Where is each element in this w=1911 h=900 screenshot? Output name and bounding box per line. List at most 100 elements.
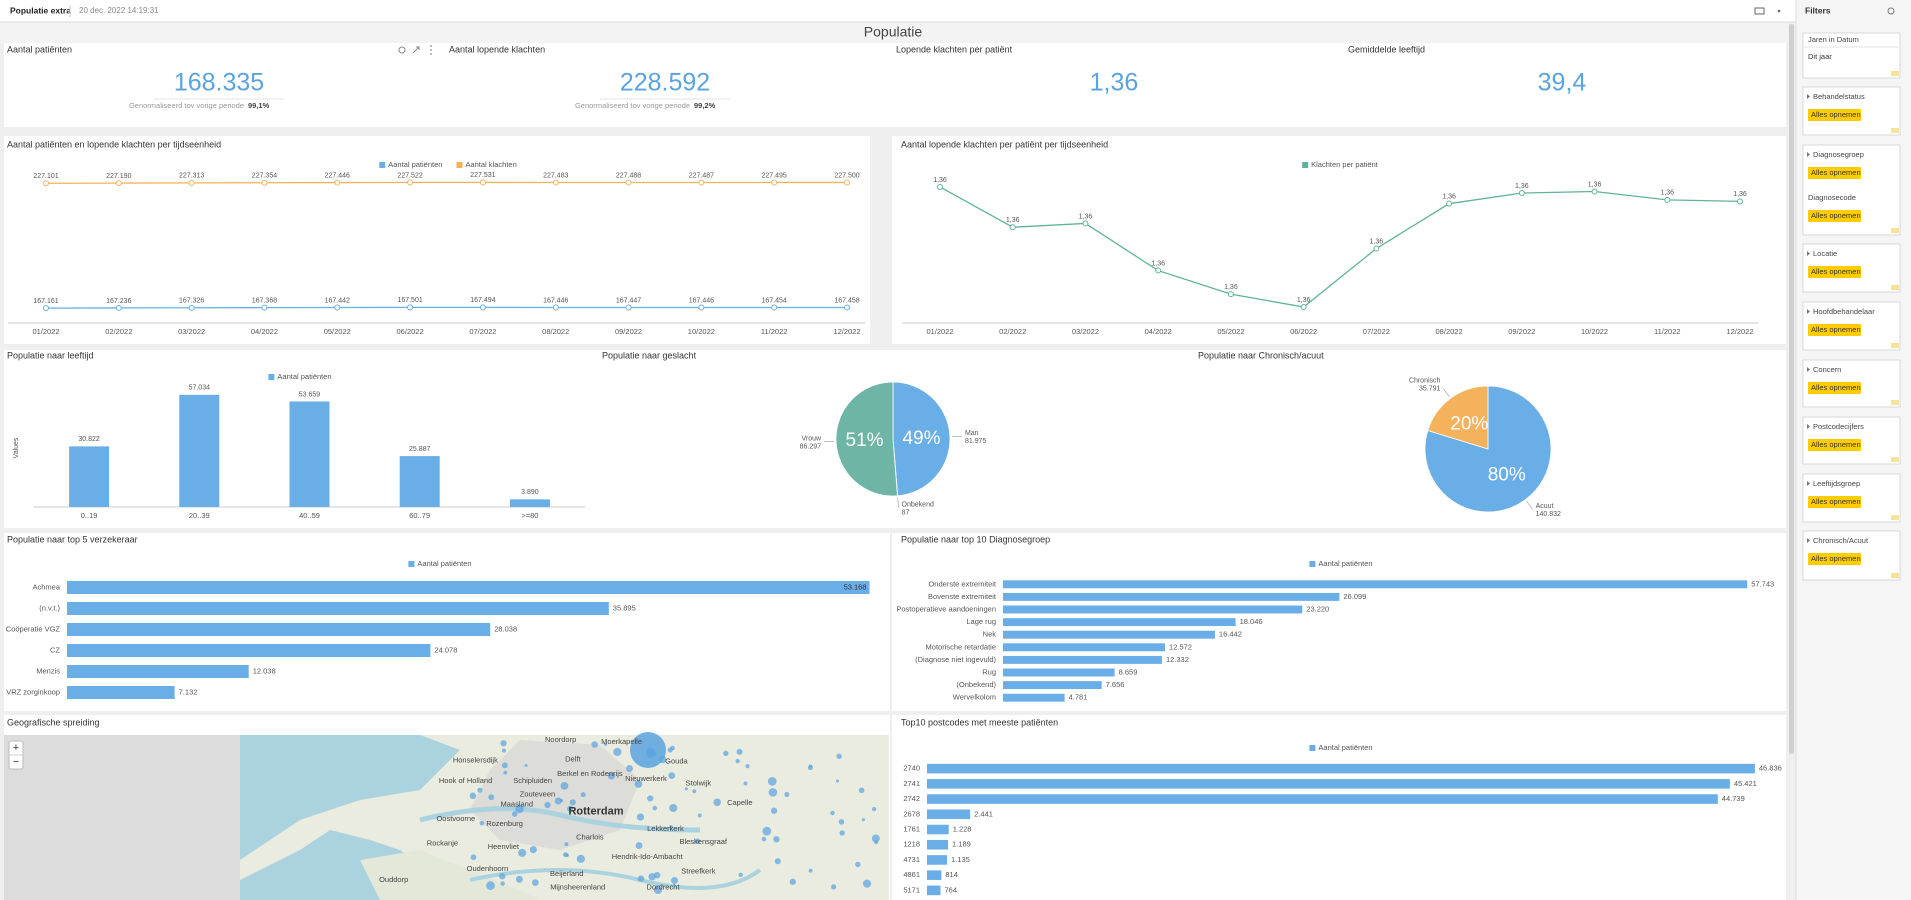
point: [552, 304, 559, 311]
point: [1373, 245, 1380, 252]
filter-button-label: Alles opnemen: [1811, 554, 1861, 563]
point: [698, 179, 705, 186]
expand-arrow[interactable]: [1807, 424, 1810, 429]
point: [407, 304, 414, 311]
place-label: Rozenburg: [486, 819, 523, 828]
map-dot: [515, 804, 524, 814]
filter-button[interactable]: [1808, 266, 1861, 278]
filter-button[interactable]: [1808, 109, 1861, 121]
kpi-title: Aantal patiënten: [7, 44, 72, 54]
x-tick-label: 40..59: [299, 511, 320, 520]
filter-button[interactable]: [1808, 210, 1861, 222]
filter-button[interactable]: [1808, 553, 1861, 565]
data-label: 24.078: [434, 645, 457, 654]
filter-button[interactable]: [1808, 324, 1861, 336]
map-dot: [858, 787, 865, 794]
x-tick-label: 04/2022: [251, 327, 278, 336]
point: [1591, 188, 1598, 195]
pie-slice: [892, 381, 951, 497]
menu-icon[interactable]: [1777, 9, 1781, 13]
chart-title: Populatie naar top 5 verzekeraar: [7, 534, 138, 544]
place-label: Oostvoorne: [436, 814, 475, 823]
legend-swatch: [1309, 561, 1316, 567]
x-tick-label: 09/2022: [1508, 327, 1535, 336]
filter-button[interactable]: [1808, 382, 1861, 394]
filter-button[interactable]: [1808, 167, 1861, 179]
map-dot: [774, 858, 781, 865]
filter-tag: [1891, 128, 1899, 133]
filter-button-label: Alles opnemen: [1811, 325, 1861, 334]
slice-label: Onbekend: [902, 502, 934, 509]
data-label: 1,36: [1297, 297, 1311, 304]
chart-card: [892, 136, 1786, 344]
bar: [1003, 618, 1236, 627]
map-dot: [669, 804, 678, 813]
map-dot: [871, 806, 877, 812]
data-label: 1,36: [1660, 190, 1674, 197]
x-tick-label: 02/2022: [105, 327, 132, 336]
kpi-change: 99,2%: [694, 101, 716, 110]
map-dot: [498, 872, 506, 880]
data-label: 167.458: [834, 297, 859, 304]
map-dot: [567, 805, 574, 812]
header-icon[interactable]: [1754, 7, 1765, 15]
place-label: Moerkapelle: [601, 737, 642, 746]
x-tick-label: 01/2022: [926, 327, 953, 336]
filter-button[interactable]: [1808, 439, 1861, 451]
point: [261, 179, 268, 186]
bar: [927, 870, 942, 880]
bar: [67, 686, 175, 699]
filter-tag: [1891, 228, 1899, 233]
bar: [927, 839, 949, 850]
info-icon[interactable]: [398, 46, 406, 54]
legend-label: Aantal klachten: [465, 160, 516, 169]
percent-label: 51%: [846, 430, 884, 451]
bar: [67, 665, 249, 678]
bar: [289, 401, 330, 507]
map-dot: [761, 836, 767, 842]
data-label: 16.442: [1219, 630, 1242, 639]
place-label: Oudenhoorn: [467, 864, 509, 873]
map-dot: [736, 748, 743, 755]
expand-arrow[interactable]: [1807, 152, 1810, 157]
category-label: Rug: [982, 667, 996, 676]
refresh-icon[interactable]: [1887, 7, 1895, 15]
category-label: 2741: [903, 779, 920, 788]
category-label: Menzis: [36, 666, 60, 675]
filter-button[interactable]: [1808, 496, 1861, 508]
slice-label: Man: [965, 430, 979, 437]
kpi-value: 1,36: [1090, 69, 1139, 97]
map-dot: [591, 741, 598, 748]
map-dot: [563, 852, 568, 858]
point: [334, 179, 341, 186]
point: [479, 179, 486, 186]
data-label: 167.494: [470, 297, 495, 304]
expand-arrow[interactable]: [1807, 367, 1810, 372]
data-label: 12.038: [253, 666, 276, 675]
bar: [927, 779, 1730, 789]
category-label: Motorische retardatie: [926, 642, 996, 651]
point: [188, 179, 195, 186]
map-dot: [670, 876, 679, 885]
data-label: 227.495: [762, 172, 787, 179]
expand-arrow[interactable]: [1807, 309, 1810, 314]
expand-arrow[interactable]: [1807, 538, 1810, 543]
expand-arrow[interactable]: [1807, 251, 1810, 256]
expand-icon[interactable]: [412, 46, 420, 54]
map-dot: [524, 764, 528, 768]
expand-arrow[interactable]: [1807, 481, 1810, 486]
zoom-in: +: [13, 742, 19, 754]
filter-tag: [1891, 515, 1899, 520]
point: [844, 179, 850, 186]
map-dot: [500, 881, 505, 886]
map-dot: [635, 842, 643, 849]
data-label: 45.421: [1734, 779, 1757, 788]
category-label: 5171: [903, 885, 920, 894]
data-label: 167.161: [33, 298, 58, 305]
map-land: [360, 850, 540, 900]
chart-title: Top10 postcodes met meeste patiënten: [901, 717, 1058, 727]
expand-arrow[interactable]: [1807, 94, 1810, 99]
chart-card: [4, 136, 870, 344]
data-label: 227.354: [252, 173, 277, 180]
map-dot: [669, 825, 673, 829]
